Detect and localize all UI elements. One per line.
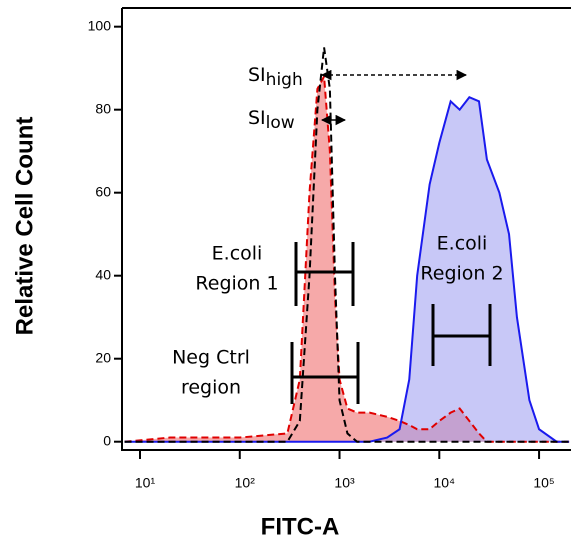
region-label: Region 1 <box>195 273 278 295</box>
region-label: E.coli <box>212 243 263 265</box>
y-tick-label: 100 <box>88 17 112 33</box>
si-text: SI <box>248 107 266 129</box>
line <box>124 47 570 443</box>
line <box>124 72 570 443</box>
y-tick-label: 60 <box>95 183 111 199</box>
region-label: Region 2 <box>420 263 503 285</box>
region-label: E.coli <box>437 233 488 255</box>
region-label: Neg Ctrl <box>172 347 250 369</box>
line <box>124 96 570 443</box>
si-subscript: high <box>266 70 303 90</box>
region-label: region <box>181 377 241 399</box>
si-label: SIhigh <box>248 64 303 91</box>
x-tick-label: 10³ <box>334 475 355 491</box>
area <box>124 97 570 442</box>
y-tick-label: 20 <box>95 349 111 365</box>
gates <box>290 242 492 404</box>
y-tick-label: 0 <box>103 432 111 448</box>
x-tick-label: 10¹ <box>135 475 156 491</box>
x-tick-label: 10⁵ <box>533 475 554 491</box>
y-tick-label: 80 <box>95 100 111 116</box>
y-tick-label: 40 <box>95 266 111 282</box>
plot-area: 0 20 40 60 80 100 10¹ 10² 10³ 10⁴ 10⁵ <box>88 7 571 491</box>
x-tick-label: 10⁴ <box>433 475 455 491</box>
si-subscript: low <box>266 113 295 133</box>
y-axis-title: Relative Cell Count <box>11 117 38 336</box>
si-text: SI <box>248 64 266 86</box>
x-tick-label: 10² <box>235 475 256 491</box>
x-axis-title: FITC-A <box>261 513 340 540</box>
frame <box>121 7 571 451</box>
si-label: SIlow <box>248 107 295 134</box>
